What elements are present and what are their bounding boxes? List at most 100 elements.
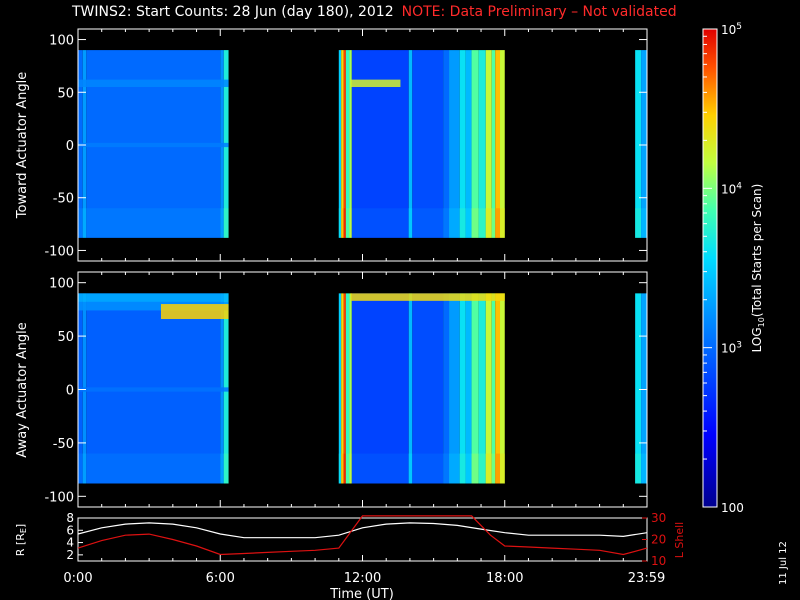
away-heatmap-column xyxy=(465,293,472,484)
toward-heatmap-column xyxy=(338,50,342,238)
toward-heatmap-column xyxy=(443,50,450,238)
toward-heatmap-lower-cell xyxy=(412,208,444,238)
orbit-plot-frame xyxy=(77,517,648,562)
away-heatmap-column xyxy=(343,293,346,484)
plot-header: TWINS2: Start Counts: 28 Jun (day 180), … xyxy=(72,4,677,20)
away-heatmap-column xyxy=(500,293,505,484)
away-heatmap-column xyxy=(495,293,501,484)
away-heatmap-lower-cell xyxy=(223,453,229,484)
toward-heatmap-column xyxy=(495,50,501,238)
away-angle-panel: 100 50 0 -50 -100 Away Actuator Angle xyxy=(15,271,648,508)
away-heatmap-lower-cell xyxy=(635,453,642,484)
toward-y-tick-label: 0 xyxy=(66,139,74,154)
toward-heatmap-lower-cell xyxy=(478,208,486,238)
away-heatmap-lower-cell xyxy=(338,453,342,484)
time-tick-label: 0:00 xyxy=(63,571,92,586)
away-y-tick-label: -50 xyxy=(53,437,74,452)
away-y-axis-label: Away Actuator Angle xyxy=(15,322,30,457)
away-heatmap-lower-cell xyxy=(349,453,352,484)
toward-heatmap-column xyxy=(345,50,350,238)
away-heatmap-column xyxy=(478,293,486,484)
away-heatmap-band xyxy=(78,301,229,311)
away-heatmap-column xyxy=(341,293,344,484)
lshell-y-tick-label: 20 xyxy=(651,533,666,547)
toward-heatmap-lower-cell xyxy=(449,208,460,238)
away-heatmap-lower-cell xyxy=(78,453,83,484)
toward-heatmap-lower-cell xyxy=(351,208,409,238)
toward-heatmap-lower-cell xyxy=(495,208,501,238)
toward-heatmap-lower-cell xyxy=(465,208,472,238)
away-heatmap-lower-cell xyxy=(449,453,460,484)
away-heatmap-lower-cell xyxy=(345,453,350,484)
away-heatmap-column xyxy=(491,293,496,484)
away-heatmap-lower-cell xyxy=(478,453,486,484)
away-heatmap-lower-cell xyxy=(465,453,472,484)
toward-heatmap-lower-cell xyxy=(485,208,492,238)
away-y-tick-label: 100 xyxy=(49,277,74,292)
colorbar: 105 104 103 100 LOG10(Total Starts per Scan… xyxy=(702,22,766,515)
toward-heatmap-lower-cell xyxy=(345,208,350,238)
colorbar-tick-label: 100 xyxy=(721,501,744,515)
away-heatmap-column xyxy=(449,293,460,484)
time-tick-label: 6:00 xyxy=(206,571,235,586)
away-heatmap-column xyxy=(641,293,647,484)
time-tick-label: 23:59 xyxy=(628,571,665,586)
radius-axis-label: R [RE] xyxy=(14,524,28,556)
toward-heatmap-column xyxy=(412,50,444,238)
toward-y-tick-label: 100 xyxy=(49,34,74,49)
away-heatmap-column xyxy=(349,293,352,484)
toward-heatmap-column xyxy=(449,50,460,238)
toward-heatmap-column xyxy=(641,50,647,238)
away-heatmap-column xyxy=(351,293,409,484)
toward-heatmap-lower-cell xyxy=(443,208,450,238)
away-heatmap-lower-cell xyxy=(471,453,479,484)
toward-heatmap-lower-cell xyxy=(82,208,87,238)
toward-heatmap-lower-cell xyxy=(78,208,83,238)
toward-y-tick-label: -100 xyxy=(44,244,74,259)
toward-heatmap-lower-cell xyxy=(343,208,346,238)
away-heatmap-lower-cell xyxy=(412,453,444,484)
toward-heatmap-lower-cell xyxy=(86,208,221,238)
radius-y-tick-label: 8 xyxy=(66,511,74,525)
away-heatmap-column xyxy=(408,293,413,484)
time-axis-label: Time (UT) xyxy=(329,587,394,600)
away-heatmap-lower-cell xyxy=(491,453,496,484)
toward-heatmap-column xyxy=(491,50,496,238)
away-heatmap-lower-cell xyxy=(82,453,87,484)
away-heatmap-column xyxy=(412,293,444,484)
away-heatmap-lower-cell xyxy=(495,453,501,484)
toward-heatmap-column xyxy=(500,50,505,238)
preliminary-note: NOTE: Data Preliminary – Not validated xyxy=(401,4,677,20)
away-heatmap-lower-cell xyxy=(341,453,344,484)
away-y-tick-label: -100 xyxy=(44,490,74,505)
toward-heatmap-column xyxy=(343,50,346,238)
away-heatmap-column xyxy=(635,293,642,484)
radius-y-tick-label: 4 xyxy=(66,536,74,550)
lshell-y-tick-label: 30 xyxy=(651,511,666,525)
toward-heatmap-column xyxy=(465,50,472,238)
lshell-axis-label: L Shell xyxy=(673,522,686,558)
away-heatmap-lower-cell xyxy=(408,453,413,484)
away-heatmap-band xyxy=(350,293,505,301)
away-heatmap-column xyxy=(443,293,450,484)
toward-heatmap-column xyxy=(635,50,642,238)
away-axes: 100 50 0 -50 -100 xyxy=(44,272,648,507)
toward-heatmap-band xyxy=(350,79,401,87)
away-heatmap-column xyxy=(471,293,479,484)
away-heatmap-lower-cell xyxy=(86,453,221,484)
colorbar-tick-label: 103 xyxy=(721,341,742,356)
toward-axes: 100 50 0 -50 -100 xyxy=(44,29,648,261)
toward-heatmap-column xyxy=(471,50,479,238)
toward-heatmap-lower-cell xyxy=(338,208,342,238)
away-heatmap-lower-cell xyxy=(500,453,505,484)
plot-title: TWINS2: Start Counts: 28 Jun (day 180), … xyxy=(72,4,394,20)
toward-angle-panel: 100 50 0 -50 -100 Toward Actuator Angle xyxy=(15,28,648,262)
toward-heatmap-cells xyxy=(78,50,647,238)
orbit-lines xyxy=(77,515,648,556)
colorbar-tick-label: 104 xyxy=(721,181,742,196)
toward-heatmap-column xyxy=(408,50,413,238)
toward-heatmap-column xyxy=(349,50,352,238)
